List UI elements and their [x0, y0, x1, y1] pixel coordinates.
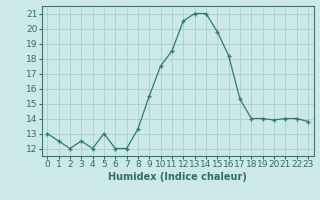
X-axis label: Humidex (Indice chaleur): Humidex (Indice chaleur) — [108, 172, 247, 182]
